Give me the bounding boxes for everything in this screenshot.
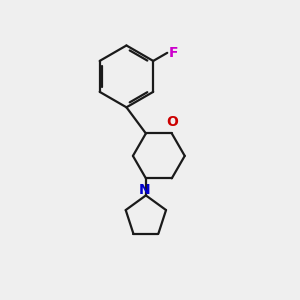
Text: N: N	[139, 183, 150, 197]
Text: F: F	[169, 46, 178, 60]
Text: O: O	[166, 115, 178, 129]
